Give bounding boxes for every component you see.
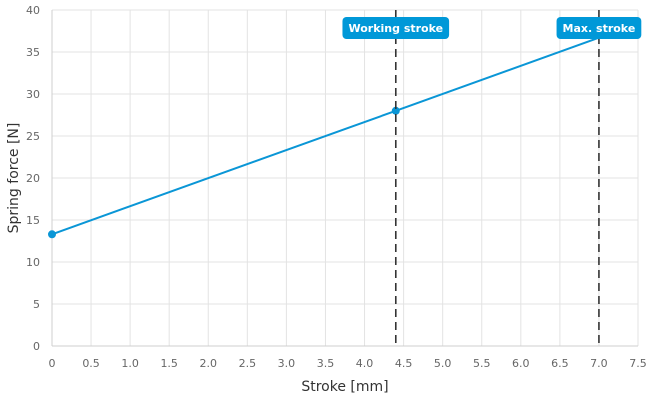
reference-markers: Working stroke Max. stroke: [342, 10, 642, 346]
data-point: [48, 230, 56, 239]
x-tick-label: 6.5: [551, 357, 569, 370]
reference-label: Working stroke: [348, 22, 443, 35]
y-tick-label: 25: [26, 130, 40, 143]
x-tick-label: 2.5: [239, 357, 257, 370]
x-axis-title: Stroke [mm]: [301, 379, 388, 395]
x-tick-label: 0.5: [82, 357, 100, 370]
series: [48, 36, 600, 239]
y-tick-label: 20: [26, 172, 40, 185]
x-tick-label: 0: [49, 357, 56, 370]
x-tick-label: 1.0: [121, 357, 139, 370]
y-axis-title: Spring force [N]: [6, 123, 22, 234]
reference-label: Max. stroke: [563, 22, 636, 35]
x-tick-label: 1.5: [160, 357, 178, 370]
y-tick-label: 15: [26, 214, 40, 227]
y-tick-label: 30: [26, 88, 40, 101]
reference-badge: [342, 17, 450, 39]
y-tick-label: 5: [33, 298, 40, 311]
y-tick-label: 40: [26, 4, 40, 17]
x-tick-label: 3.0: [278, 357, 296, 370]
x-tick-label: 5.5: [473, 357, 491, 370]
axes: [51, 10, 638, 347]
x-tick-label: 7.5: [629, 357, 647, 370]
reference-badge: [556, 17, 642, 39]
x-tick-label: 4.0: [356, 357, 374, 370]
x-tick-labels: 0 0.5 1.0 1.5 2.0 2.5 3.0 3.5 4.0 4.5 5.0 5.5 6.0 6.5…: [49, 357, 647, 370]
x-tick-label: 2.0: [200, 357, 218, 370]
x-tick-label: 7.0: [590, 357, 608, 370]
y-tick-labels: 0 5 10 15 20 25 30 35 40: [26, 4, 40, 353]
x-tick-label: 6.0: [512, 357, 530, 370]
x-tick-label: 4.5: [395, 357, 413, 370]
y-tick-label: 0: [33, 340, 40, 353]
x-tick-label: 5.0: [434, 357, 452, 370]
data-point: [391, 106, 400, 115]
x-tick-label: 3.5: [317, 357, 335, 370]
grid: [51, 9, 639, 347]
y-tick-label: 10: [26, 256, 40, 269]
y-tick-label: 35: [26, 46, 40, 59]
